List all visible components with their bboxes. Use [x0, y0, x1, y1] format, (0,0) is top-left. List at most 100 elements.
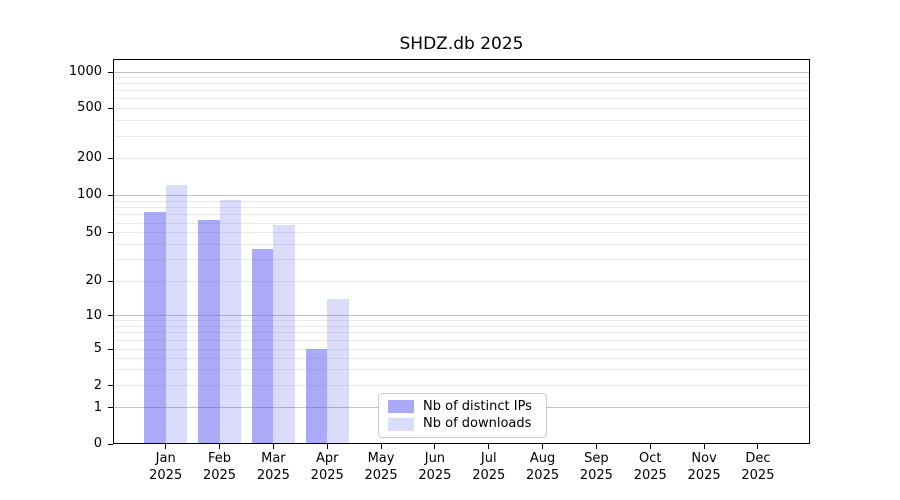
x-tick-label-month: Jul	[480, 451, 497, 466]
x-tick	[542, 444, 544, 449]
minor-gridline	[113, 157, 810, 159]
minor-gridline	[113, 207, 810, 208]
x-tick-label-month: Jun	[424, 451, 446, 466]
y-tick-label: 20	[85, 273, 102, 289]
x-tick	[757, 444, 759, 449]
major-gridline	[113, 315, 810, 317]
y-tick-label: 1	[93, 399, 102, 415]
x-tick-label-month: Oct	[639, 451, 662, 466]
y-tick-label: 5	[93, 341, 102, 357]
minor-gridline	[113, 348, 810, 350]
x-tick-label-year: 2025	[741, 468, 775, 483]
x-tick	[380, 444, 382, 449]
y-tick	[108, 407, 113, 409]
minor-gridline	[113, 90, 810, 92]
x-tick-label-year: 2025	[633, 468, 667, 483]
bar-distinct-ips	[198, 219, 220, 444]
x-tick-label-month: Apr	[315, 451, 339, 466]
x-tick-label: Apr 2025	[295, 450, 359, 484]
y-tick-label: 200	[77, 150, 102, 166]
chart-title: SHDZ.db 2025	[399, 34, 524, 54]
y-tick	[108, 157, 113, 159]
minor-gridline	[113, 244, 810, 246]
x-tick-label-month: Nov	[691, 451, 717, 466]
y-tick	[108, 194, 113, 196]
x-tick-label-month: Feb	[208, 451, 232, 466]
minor-gridline	[113, 200, 810, 202]
y-tick-label: 50	[85, 224, 102, 240]
x-tick-label-year: 2025	[472, 468, 506, 483]
legend-label-downloads: Nb of downloads	[423, 416, 532, 432]
minor-gridline	[113, 332, 810, 334]
y-tick	[108, 385, 113, 387]
legend-label-distinct-ips: Nb of distinct IPs	[423, 398, 532, 414]
major-gridline	[113, 71, 810, 73]
x-tick-label-month: May	[367, 451, 395, 466]
x-tick	[219, 444, 221, 449]
minor-gridline	[113, 119, 810, 121]
x-tick-label: Oct 2025	[618, 450, 682, 484]
x-tick	[595, 444, 597, 449]
x-tick-label-year: 2025	[526, 468, 560, 483]
y-tick	[108, 107, 113, 109]
x-tick-label-year: 2025	[202, 468, 237, 483]
bar-distinct-ips	[144, 211, 166, 444]
x-tick-label-year: 2025	[256, 468, 290, 483]
minor-gridline	[113, 107, 810, 109]
y-tick	[108, 232, 113, 234]
x-tick-label-year: 2025	[687, 468, 721, 483]
plot-area: Nb of distinct IPs Nb of downloads	[113, 59, 810, 444]
minor-gridline	[113, 385, 810, 387]
minor-gridline	[113, 369, 810, 371]
minor-gridline	[113, 76, 810, 78]
x-tick-label-year: 2025	[149, 468, 183, 483]
bar-downloads	[273, 224, 295, 444]
legend-swatch-downloads-icon	[388, 417, 414, 431]
x-tick-label: Jul 2025	[457, 450, 521, 484]
minor-gridline	[113, 259, 810, 261]
minor-gridline	[113, 214, 810, 216]
y-tick-label: 100	[77, 187, 102, 203]
x-tick-label: May 2025	[349, 450, 413, 484]
minor-gridline	[113, 83, 810, 85]
x-tick-label-month: Mar	[261, 451, 286, 466]
minor-gridline	[113, 320, 810, 322]
minor-gridline	[113, 280, 810, 282]
bar-distinct-ips	[251, 248, 274, 444]
y-tick-label: 1000	[68, 64, 102, 79]
minor-gridline	[113, 98, 810, 100]
y-tick	[108, 315, 113, 317]
minor-gridline	[113, 232, 810, 234]
y-tick	[108, 443, 113, 445]
x-tick-label: Mar 2025	[241, 450, 305, 484]
x-tick	[488, 444, 490, 449]
x-tick	[165, 444, 167, 449]
x-tick-label-month: Aug	[529, 451, 556, 466]
x-tick	[703, 444, 705, 449]
minor-gridline	[113, 325, 810, 327]
legend-swatch-distinct-ips-icon	[388, 400, 414, 414]
x-tick-label: Sep 2025	[564, 450, 628, 484]
x-tick	[272, 444, 274, 449]
x-tick-label-month: Jan	[155, 451, 176, 466]
x-tick-label: Nov 2025	[672, 450, 736, 484]
legend: Nb of distinct IPs Nb of downloads	[378, 393, 547, 438]
bar-distinct-ips	[305, 349, 328, 444]
y-tick	[108, 348, 113, 350]
x-tick-label-year: 2025	[364, 468, 398, 483]
bar-downloads	[219, 199, 242, 444]
x-tick	[434, 444, 436, 449]
bar-downloads	[165, 184, 188, 444]
x-tick-label: Jun 2025	[403, 450, 467, 484]
x-tick-label: Dec 2025	[726, 450, 790, 484]
x-tick-label: Feb 2025	[188, 450, 252, 484]
y-tick	[108, 280, 113, 282]
y-tick-label: 0	[93, 436, 102, 451]
minor-gridline	[113, 222, 810, 224]
minor-gridline	[113, 339, 810, 341]
y-tick-label: 500	[77, 100, 102, 116]
x-tick	[326, 444, 328, 449]
x-tick	[649, 444, 651, 449]
minor-gridline	[113, 357, 810, 359]
